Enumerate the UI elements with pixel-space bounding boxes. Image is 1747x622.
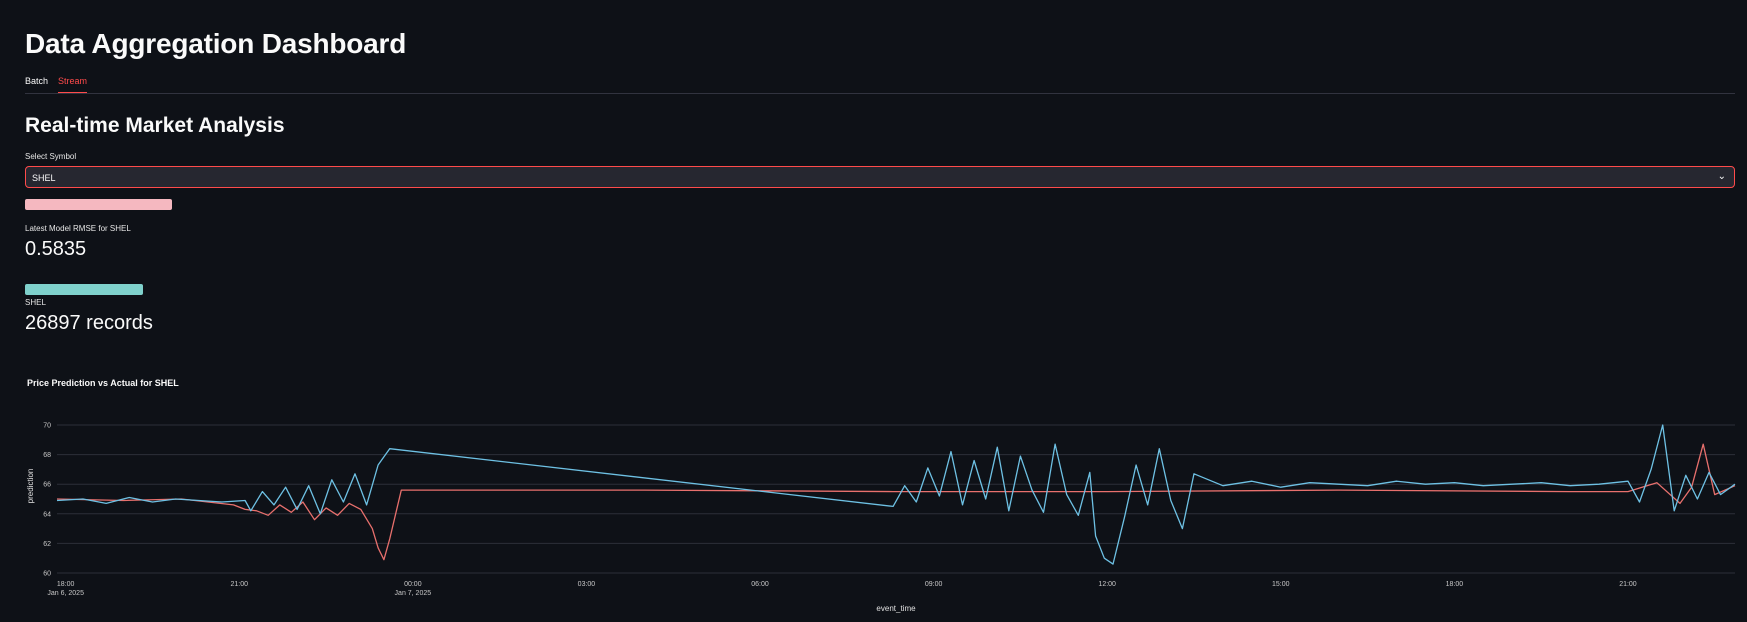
y-tick-label: 66 xyxy=(43,482,51,489)
x-axis-ticks: 18:00 Jan 6, 2025 21:00 00:00 Jan 7, 2025 03:… xyxy=(47,581,1636,597)
x-tick-label: 18:00 xyxy=(57,581,75,588)
tab-batch[interactable]: Batch xyxy=(25,76,49,86)
x-tick-label: 18:00 xyxy=(1446,581,1464,588)
x-tick-label: 03:00 xyxy=(578,581,596,588)
select-symbol-label: Select Symbol xyxy=(25,152,77,161)
records-color-bar xyxy=(25,284,143,295)
records-metric-value: 26897 records xyxy=(25,312,153,334)
chart-series xyxy=(56,424,1736,565)
rmse-metric-value: 0.5835 xyxy=(25,238,87,260)
x-axis-title: event_time xyxy=(876,604,916,613)
symbol-select[interactable]: SHEL ⌄ xyxy=(25,166,1735,188)
tab-bar: Batch Stream xyxy=(25,76,88,93)
y-tick-label: 62 xyxy=(43,541,51,548)
x-tick-sublabel: Jan 6, 2025 xyxy=(47,590,84,597)
series-line-prediction xyxy=(56,424,1736,565)
y-tick-label: 70 xyxy=(43,423,51,430)
y-tick-label: 68 xyxy=(43,452,51,459)
rmse-color-bar xyxy=(25,199,172,210)
tab-divider xyxy=(25,93,1735,94)
symbol-select-value: SHEL xyxy=(32,173,56,183)
x-tick-label: 00:00 xyxy=(404,581,422,588)
tab-stream[interactable]: Stream xyxy=(58,76,88,93)
y-tick-label: 64 xyxy=(43,511,51,518)
x-tick-label: 06:00 xyxy=(751,581,769,588)
x-tick-label: 12:00 xyxy=(1098,581,1116,588)
chevron-down-icon: ⌄ xyxy=(1717,171,1726,182)
records-metric-label: SHEL xyxy=(25,298,46,307)
price-chart: 18:00 Jan 6, 2025 21:00 00:00 Jan 7, 2025 03:… xyxy=(26,423,1736,613)
chart-grid xyxy=(57,424,1735,574)
x-tick-label: 15:00 xyxy=(1272,581,1290,588)
x-tick-label: 21:00 xyxy=(1619,581,1637,588)
y-axis-ticks: 60 62 64 66 68 70 xyxy=(43,423,51,578)
x-tick-sublabel: Jan 7, 2025 xyxy=(395,590,432,597)
x-tick-label: 21:00 xyxy=(230,581,248,588)
y-axis-title: prediction xyxy=(26,469,35,504)
page-title: Data Aggregation Dashboard xyxy=(25,28,407,59)
rmse-metric-label: Latest Model RMSE for SHEL xyxy=(25,224,131,233)
section-title: Real-time Market Analysis xyxy=(25,114,285,137)
x-tick-label: 09:00 xyxy=(925,581,943,588)
chart-title: Price Prediction vs Actual for SHEL xyxy=(27,378,179,388)
y-tick-label: 60 xyxy=(43,571,51,578)
series-line-actual xyxy=(56,443,1736,561)
